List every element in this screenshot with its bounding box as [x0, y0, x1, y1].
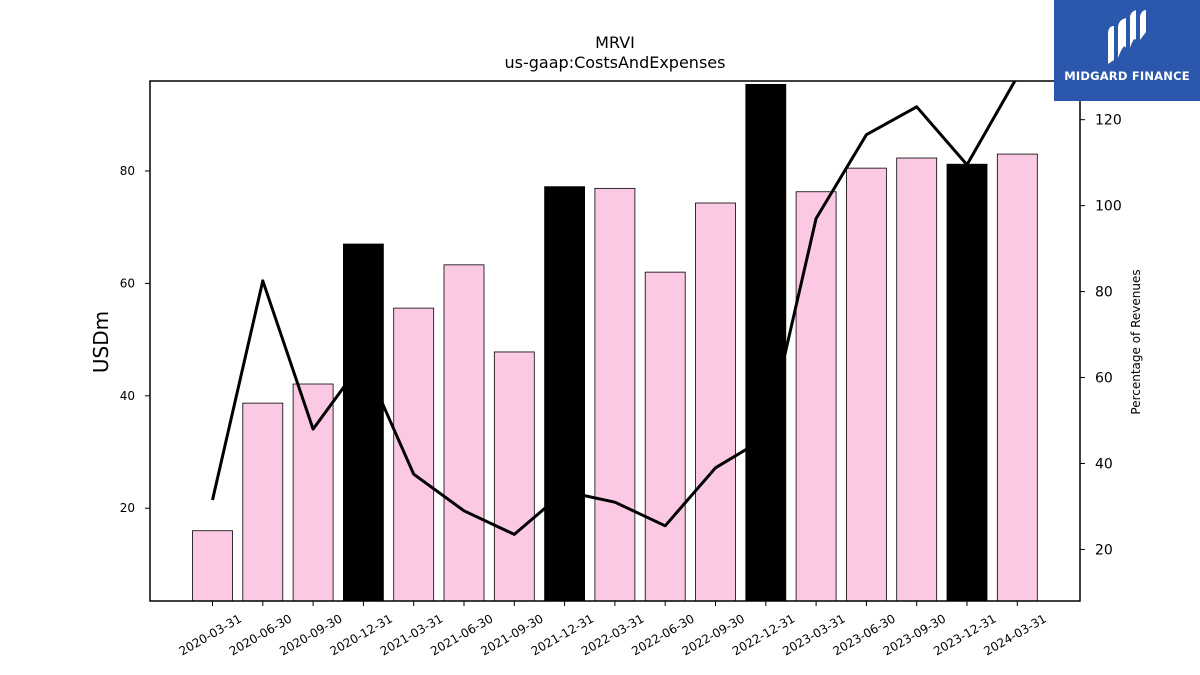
- y2-tick-label: 40: [1095, 456, 1113, 472]
- y-axis-left-label: USDm: [89, 311, 113, 373]
- logo-text: MIDGARD FINANCE: [1064, 69, 1190, 83]
- y-axis-left: 20 40 60 80: [120, 164, 150, 515]
- bar-2020-09-30: [292, 383, 334, 602]
- bar-2022-09-30: [695, 202, 736, 602]
- midgard-logo-icon: [1108, 10, 1146, 64]
- bar-2021-09-30: [493, 351, 535, 602]
- chart-title: MRVI: [595, 33, 635, 52]
- line-series: [211, 81, 1017, 536]
- bar-2021-12-31: [544, 186, 585, 602]
- y-tick-label: 40: [120, 389, 135, 403]
- percentage-line: [211, 81, 1017, 536]
- bar-2021-06-30: [443, 264, 485, 602]
- bar-series: [192, 83, 1038, 602]
- bar-2021-03-31: [393, 307, 435, 602]
- bar-2023-06-30: [846, 167, 887, 602]
- y-axis-right-label: Percentage of Revenues: [1129, 269, 1143, 414]
- y2-tick-label: 60: [1095, 371, 1113, 387]
- midgard-finance-logo: MIDGARD FINANCE: [1054, 0, 1200, 101]
- bar-2024-03-31: [996, 153, 1038, 602]
- y-tick-label: 80: [120, 164, 135, 178]
- y-tick-label: 20: [120, 501, 135, 515]
- chart-subtitle: us-gaap:CostsAndExpenses: [505, 53, 726, 72]
- y2-tick-label: 80: [1095, 285, 1113, 301]
- bar-2022-06-30: [644, 271, 686, 602]
- bar-2023-09-30: [896, 157, 938, 602]
- bar-2023-12-31: [946, 163, 988, 602]
- bar-2022-03-31: [594, 187, 636, 602]
- y2-tick-label: 120: [1095, 113, 1122, 129]
- y-tick-label: 60: [120, 276, 135, 290]
- x-axis: 2020-03-312020-06-302020-09-302020-12-31…: [177, 601, 1049, 658]
- bar-2020-12-31: [342, 243, 384, 602]
- bar-2020-03-31: [192, 530, 233, 602]
- y2-tick-label: 20: [1095, 542, 1113, 558]
- y2-tick-label: 100: [1095, 199, 1122, 215]
- y-axis-right: 20 40 60 80 100 120: [1080, 113, 1122, 558]
- bar-2023-03-31: [795, 191, 837, 602]
- bar-2022-12-31: [745, 83, 787, 602]
- bar-2020-06-30: [242, 402, 284, 602]
